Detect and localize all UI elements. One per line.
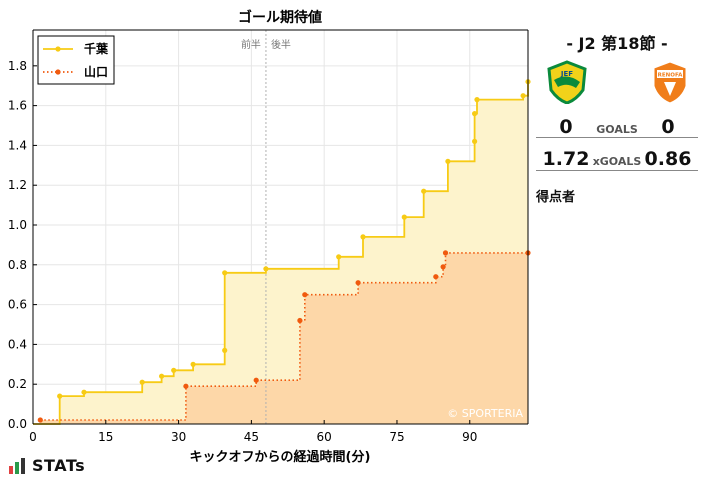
data-point	[472, 111, 478, 117]
data-point	[297, 317, 303, 324]
chart-title: ゴール期待値	[238, 9, 322, 26]
data-point	[433, 274, 439, 280]
legend-marker-山口	[55, 69, 61, 75]
area-山口	[40, 252, 529, 424]
y-tick-label: 1.0	[8, 218, 27, 232]
away-crest-icon: RENOFA	[653, 61, 687, 104]
data-point	[445, 158, 451, 164]
x-tick-label: 90	[462, 430, 477, 444]
y-tick-label: 1.2	[8, 178, 27, 192]
legend-marker-千葉	[55, 46, 61, 52]
y-tick-label: 0.4	[8, 337, 27, 351]
divider	[536, 137, 698, 138]
divider	[536, 170, 698, 171]
data-point	[442, 250, 449, 256]
x-tick-label: 60	[317, 430, 332, 444]
data-point	[401, 214, 407, 220]
data-point	[37, 417, 43, 423]
data-point	[57, 393, 63, 399]
match-summary: - J2 第18節 - JEF RENOFA 0 GOALS 0 1.72 xG…	[536, 0, 698, 240]
series-points	[37, 79, 531, 423]
y-tick-label: 0.0	[8, 417, 27, 431]
goals-label: GOALS	[596, 123, 638, 136]
data-point	[355, 280, 361, 286]
x-tick-label: 75	[389, 430, 404, 444]
x-tick-label: 30	[171, 430, 186, 444]
data-point	[302, 292, 308, 298]
data-point	[336, 254, 342, 260]
data-point	[190, 361, 196, 367]
brand-name: STATs	[32, 456, 86, 475]
x-tick-label: 45	[244, 430, 259, 444]
area-fills	[33, 81, 529, 424]
data-point	[159, 373, 165, 379]
xgoals-label: xGOALS	[592, 155, 642, 168]
away-xg: 0.86	[644, 148, 692, 170]
away-goals: 0	[661, 116, 675, 138]
bar-chart-icon	[9, 458, 25, 474]
y-tick-label: 0.8	[8, 258, 27, 272]
svg-text:JEF: JEF	[560, 70, 573, 78]
data-point	[360, 234, 366, 240]
home-xg: 1.72	[542, 148, 590, 170]
legend-label-山口: 山口	[84, 64, 108, 79]
data-point	[520, 93, 526, 99]
y-tick-label: 1.8	[8, 59, 27, 73]
half-divider: 前半 後半	[241, 30, 291, 424]
legend-box	[37, 35, 115, 85]
watermark: © SPORTERIA	[447, 407, 523, 420]
y-tick-label: 1.4	[8, 138, 27, 152]
data-point	[222, 270, 228, 276]
x-tick-label: 15	[98, 430, 113, 444]
data-point	[440, 264, 446, 270]
axes: 0.0 0.2 0.4 0.6 0.8 1.0 1.2 1.4 1.6 1.8 0 15 30 45 60 7…	[8, 29, 529, 444]
y-tick-label: 0.2	[8, 377, 27, 391]
data-point	[222, 347, 228, 353]
y-tick-label: 0.6	[8, 298, 27, 312]
legend-label-千葉: 千葉	[84, 41, 109, 56]
data-point	[253, 377, 259, 383]
data-point	[139, 379, 145, 385]
y-tick-label: 1.6	[8, 99, 27, 113]
data-point	[263, 266, 269, 272]
x-tick-label: 0	[29, 430, 37, 444]
svg-text:RENOFA: RENOFA	[658, 73, 683, 79]
second-half-label: 後半	[271, 38, 291, 51]
first-half-label: 前半	[241, 38, 261, 51]
matchday-title: - J2 第18節 -	[566, 34, 668, 53]
data-point	[421, 188, 427, 194]
home-goals: 0	[559, 116, 573, 138]
data-point	[183, 383, 189, 389]
home-crest-icon: JEF	[547, 60, 587, 104]
data-point	[171, 367, 177, 373]
data-point	[472, 138, 478, 144]
x-axis-label: キックオフからの経過時間(分)	[190, 449, 371, 465]
scorers-heading: 得点者	[536, 190, 576, 205]
data-point	[81, 389, 87, 395]
data-point	[474, 97, 480, 103]
